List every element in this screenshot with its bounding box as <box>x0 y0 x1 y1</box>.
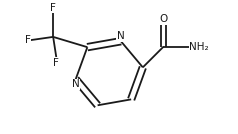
Text: F: F <box>54 58 59 68</box>
Text: NH₂: NH₂ <box>189 42 209 52</box>
Text: N: N <box>117 31 125 41</box>
Text: F: F <box>50 3 56 13</box>
Text: O: O <box>159 14 168 24</box>
Text: N: N <box>72 79 79 89</box>
Text: F: F <box>25 35 30 45</box>
